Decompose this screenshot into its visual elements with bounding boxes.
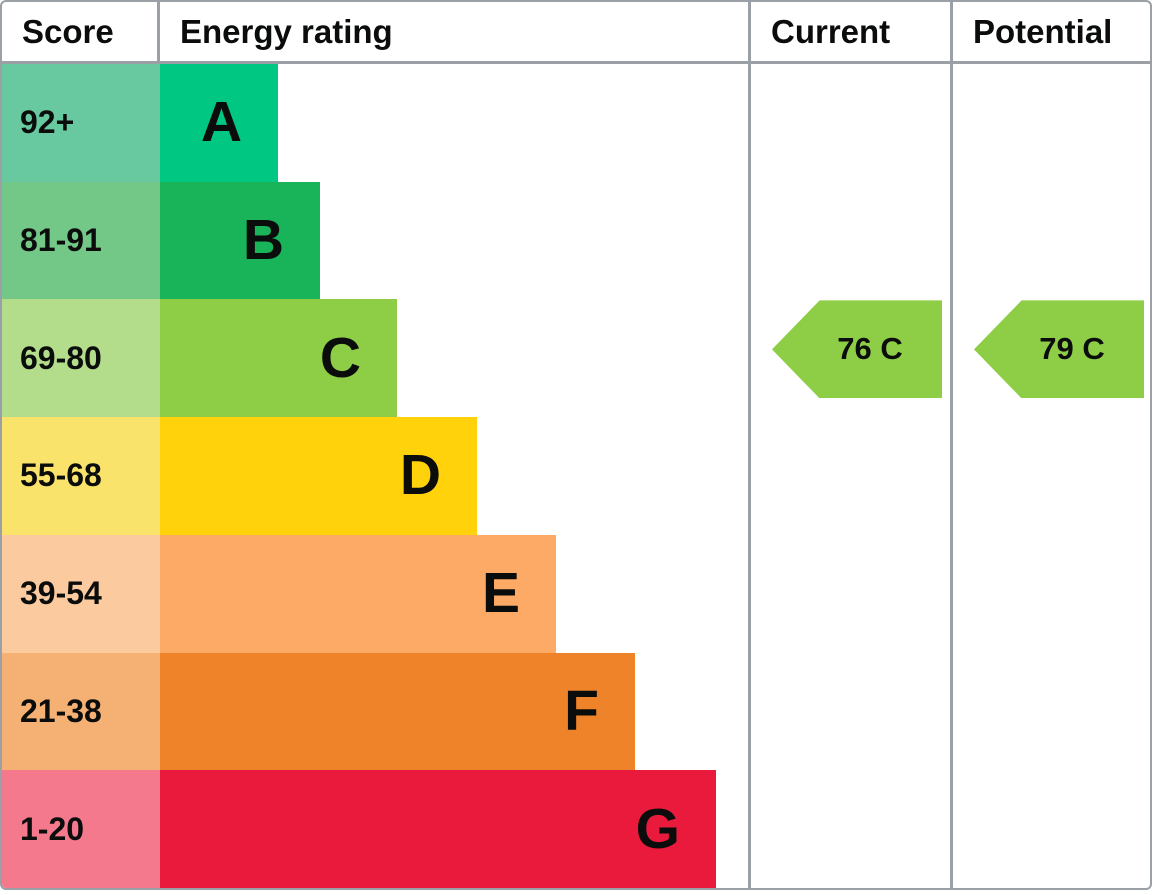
band-f-bar-track: F — [160, 652, 748, 771]
band-a-bar-track: A — [160, 64, 748, 182]
potential-rating-label: 79 C — [1039, 331, 1105, 367]
band-e-bar-track: E — [160, 534, 748, 653]
band-d-bar: D — [160, 417, 477, 535]
potential-cell-e — [950, 534, 1150, 653]
potential-column-header: Potential — [950, 2, 1150, 64]
band-a-score-range: 92+ — [2, 64, 160, 182]
current-rating-arrow: 76 C — [772, 300, 942, 399]
current-cell-f — [748, 652, 950, 771]
band-d-bar-track: D — [160, 417, 748, 535]
current-cell-c: 76 C — [748, 299, 950, 418]
potential-cell-a — [950, 64, 1150, 182]
band-e-bar: E — [160, 534, 556, 653]
band-f-score-range: 21-38 — [2, 652, 160, 771]
band-c-bar-track: C — [160, 299, 748, 418]
band-b-bar: B — [160, 181, 320, 300]
potential-rating-arrow: 79 C — [974, 300, 1144, 399]
potential-cell-f — [950, 652, 1150, 771]
band-e-score-range: 39-54 — [2, 534, 160, 653]
current-cell-e — [748, 534, 950, 653]
current-column-header: Current — [748, 2, 950, 64]
band-b-bar-track: B — [160, 181, 748, 300]
potential-cell-g — [950, 770, 1150, 888]
band-c-bar: C — [160, 299, 397, 418]
band-a-bar: A — [160, 64, 278, 182]
score-column-header: Score — [2, 2, 160, 64]
band-c-score-range: 69-80 — [2, 299, 160, 418]
band-g-score-range: 1-20 — [2, 770, 160, 888]
potential-cell-c: 79 C — [950, 299, 1150, 418]
band-g-bar-track: G — [160, 770, 748, 888]
energy-rating-column-header: Energy rating — [160, 2, 748, 64]
current-rating-label: 76 C — [837, 331, 903, 367]
band-f-bar: F — [160, 652, 635, 771]
potential-cell-b — [950, 181, 1150, 300]
current-cell-b — [748, 181, 950, 300]
current-cell-g — [748, 770, 950, 888]
potential-cell-d — [950, 417, 1150, 535]
current-cell-a — [748, 64, 950, 182]
band-d-score-range: 55-68 — [2, 417, 160, 535]
band-g-bar: G — [160, 770, 716, 888]
band-b-score-range: 81-91 — [2, 181, 160, 300]
current-cell-d — [748, 417, 950, 535]
